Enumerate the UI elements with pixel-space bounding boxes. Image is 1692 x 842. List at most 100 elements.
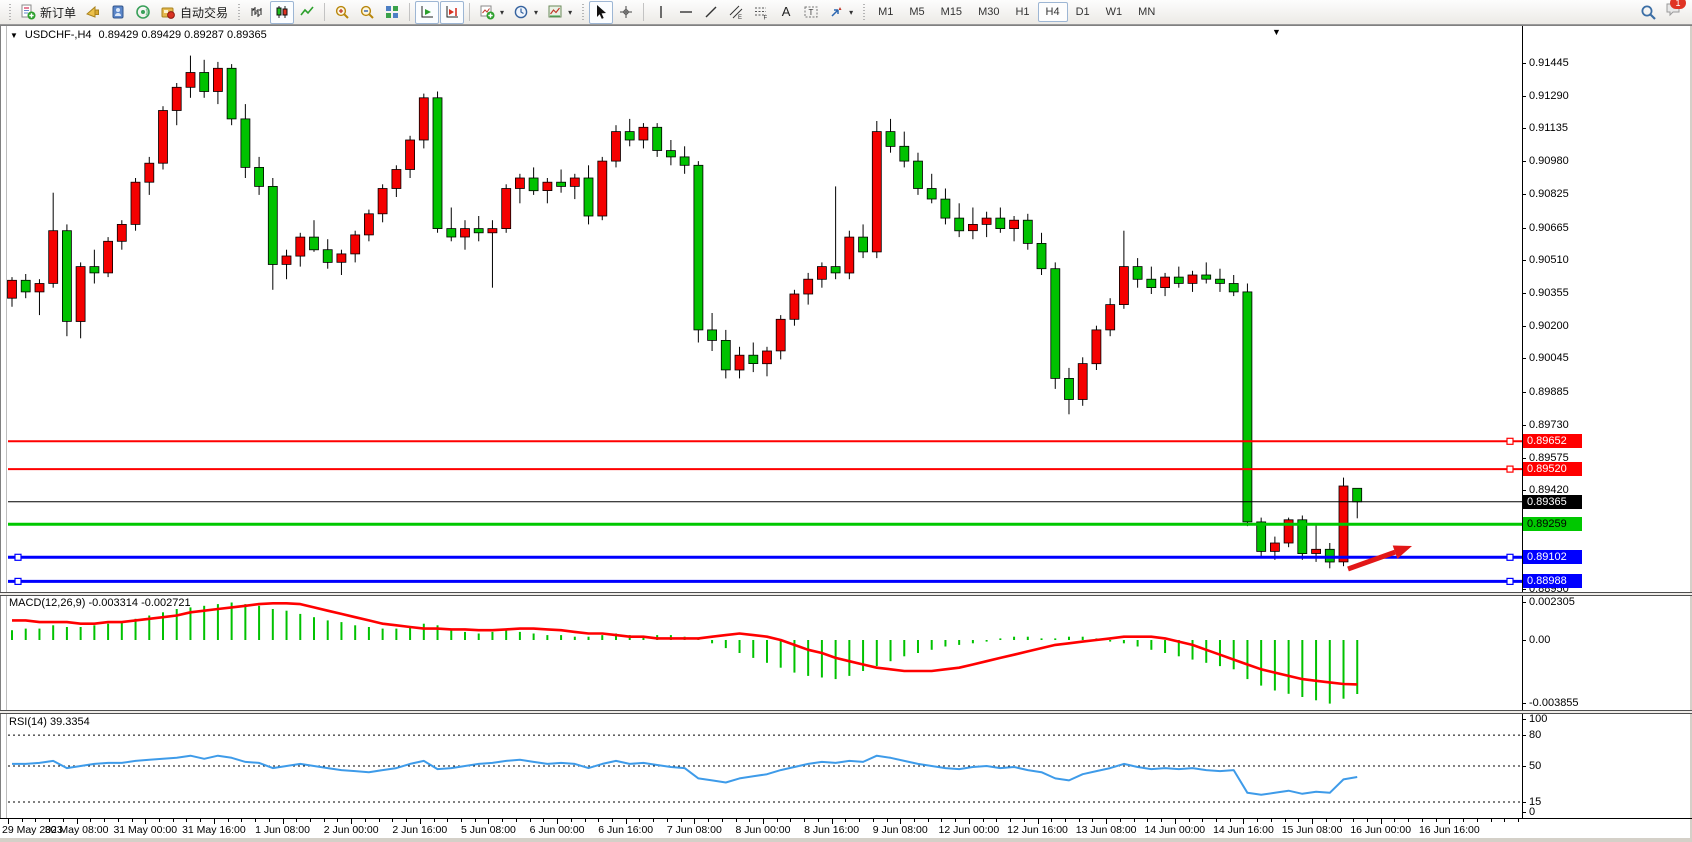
hline-handle[interactable] [1506,437,1514,445]
timeframe-m30-button[interactable]: M30 [978,6,1000,18]
timeframe-m5-button[interactable]: M5 [909,6,925,18]
autotrading-button[interactable]: 自动交易 [156,1,232,24]
price-tick-label: 0.90825 [1529,187,1569,200]
indicators-button[interactable]: ▾ [475,1,508,24]
arrow-head-icon[interactable] [1392,545,1412,559]
templates-icon [547,4,563,20]
hline-handle[interactable] [1506,553,1514,561]
candle-body [679,156,690,166]
auto-scroll-button[interactable] [415,0,440,24]
time-minor-tick [872,819,874,822]
price-axis-line [1522,26,1523,818]
timeframe-d1-button[interactable]: D1 [1075,6,1090,18]
candle-body [7,279,17,299]
new-order-button[interactable]: 新订单 [16,1,80,24]
time-axis-label: 14 Jun 00:00 [1144,824,1206,836]
bar-chart-button[interactable] [245,1,269,24]
candles-layer [7,55,1363,569]
time-minor-tick [982,819,984,822]
channel-button[interactable]: E [724,1,748,24]
time-minor-tick [21,819,23,822]
time-minor-tick [996,819,998,822]
time-minor-tick [1435,819,1437,822]
timeframe-h1-button[interactable]: H1 [1015,6,1030,18]
time-minor-tick [653,819,655,822]
arrows-button[interactable]: ▾ [824,1,857,24]
text-button[interactable]: A [774,1,798,24]
price-tickmark [1522,227,1526,229]
time-axis-label: 31 May 16:00 [182,824,246,836]
chart-shift-marker[interactable]: ▼ [1272,27,1281,37]
chat-button[interactable]: 1 [1664,0,1686,23]
price-tickmark [1522,358,1526,360]
hline-handle[interactable] [14,577,22,586]
candle-body [638,126,649,141]
time-major-tick [694,819,696,824]
periods-button[interactable]: ▾ [509,1,542,24]
time-axis-label: 16 Jun 00:00 [1350,824,1412,836]
candlestick-button[interactable] [270,0,295,24]
time-minor-tick [1366,819,1368,822]
toolbar-grip[interactable] [7,3,12,21]
cursor-button[interactable] [589,0,614,24]
tile-windows-button[interactable] [380,1,404,24]
templates-button[interactable]: ▾ [543,1,576,24]
time-minor-tick [515,819,517,822]
metaeditor-button[interactable] [106,1,130,24]
zoom-out-button[interactable] [355,1,379,24]
periods-icon [513,4,529,20]
time-minor-tick [1092,819,1094,822]
time-minor-tick [433,819,435,822]
crosshair-button[interactable] [614,1,638,24]
rsi-tickmark [1522,812,1526,813]
candle-body [34,283,45,293]
svg-text:E: E [738,15,742,20]
vertical-line-button[interactable] [649,1,673,24]
zoom-in-button[interactable] [330,1,354,24]
rsi-layer [8,734,1522,803]
new-order-label: 新订单 [40,5,77,20]
time-minor-tick [817,819,819,822]
chart-shift-button[interactable] [440,0,465,24]
time-major-tick [76,819,78,824]
price-tickmark [1522,260,1526,262]
time-minor-tick [570,819,572,822]
time-major-tick [968,819,970,824]
price-tick-label: 0.89420 [1529,484,1569,497]
announcement-button[interactable] [81,1,105,24]
fibonacci-button[interactable]: F [749,1,773,24]
time-minor-tick [406,819,408,822]
timeframe-m1-button[interactable]: M1 [878,6,894,18]
candle-body [954,217,965,232]
timeframe-w1-button[interactable]: W1 [1105,6,1123,18]
time-minor-tick [49,819,51,822]
search-icon[interactable] [1640,4,1656,20]
time-minor-tick [1202,819,1204,822]
hline-handle[interactable] [1506,465,1514,473]
horizontal-line-button[interactable] [674,1,698,24]
time-axis-label: 6 Jun 00:00 [529,824,585,836]
time-minor-tick [611,819,613,822]
macd-panel-separator[interactable] [0,592,1692,596]
trendline-button[interactable] [699,1,723,24]
time-minor-tick [1257,819,1259,822]
candle-body [1146,278,1157,289]
rsi-panel-separator[interactable] [0,710,1692,714]
candle-body [1187,274,1198,284]
arrow-shaft[interactable] [1347,549,1396,572]
time-major-tick [1037,819,1039,824]
rsi-line [12,754,1358,796]
timeframe-h4-button[interactable]: H4 [1037,2,1068,22]
hline-handle[interactable] [14,553,22,561]
timeframe-mn-button[interactable]: MN [1138,6,1156,18]
chart-menu-icon[interactable]: ▼ [10,30,18,40]
timeframe-m15-button[interactable]: M15 [940,6,963,18]
line-chart-button[interactable] [295,1,319,24]
toolbar-grip[interactable] [236,3,242,21]
toolbar-grip[interactable] [580,3,586,21]
hline-handle[interactable] [1506,577,1514,586]
text-label-button[interactable]: T [799,1,823,24]
signals-button[interactable] [131,1,155,24]
time-minor-tick [172,819,174,822]
toolbar-grip[interactable] [861,3,867,21]
